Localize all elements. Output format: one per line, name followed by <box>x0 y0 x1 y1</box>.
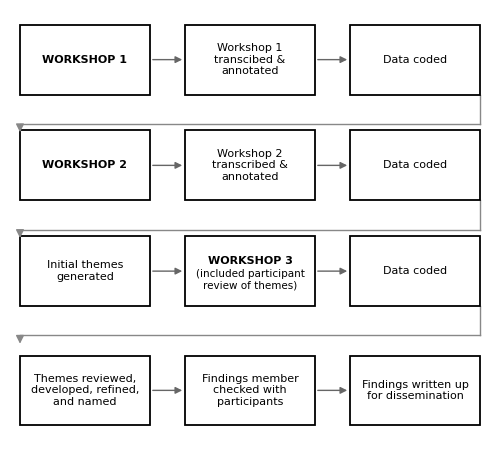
Text: WORKSHOP 1: WORKSHOP 1 <box>42 54 127 65</box>
FancyBboxPatch shape <box>350 130 480 200</box>
Text: Workshop 2
transcribed &
annotated: Workshop 2 transcribed & annotated <box>212 149 288 182</box>
Text: WORKSHOP 2: WORKSHOP 2 <box>42 160 127 171</box>
Text: (included participant
review of themes): (included participant review of themes) <box>196 269 304 291</box>
FancyBboxPatch shape <box>185 25 315 94</box>
FancyBboxPatch shape <box>350 25 480 94</box>
Text: Themes reviewed,
developed, refined,
and named: Themes reviewed, developed, refined, and… <box>31 374 139 407</box>
Text: Workshop 1
transcibed &
annotated: Workshop 1 transcibed & annotated <box>214 43 286 76</box>
FancyBboxPatch shape <box>20 236 150 306</box>
FancyBboxPatch shape <box>185 130 315 200</box>
Text: WORKSHOP 3: WORKSHOP 3 <box>208 256 292 266</box>
FancyBboxPatch shape <box>350 356 480 425</box>
Text: Data coded: Data coded <box>383 54 447 65</box>
Text: Data coded: Data coded <box>383 266 447 276</box>
FancyBboxPatch shape <box>20 130 150 200</box>
Text: Findings member
checked with
participants: Findings member checked with participant… <box>202 374 298 407</box>
Text: Findings written up
for dissemination: Findings written up for dissemination <box>362 380 469 401</box>
FancyBboxPatch shape <box>185 356 315 425</box>
Text: Data coded: Data coded <box>383 160 447 171</box>
FancyBboxPatch shape <box>185 236 315 306</box>
FancyBboxPatch shape <box>20 356 150 425</box>
FancyBboxPatch shape <box>20 25 150 94</box>
FancyBboxPatch shape <box>350 236 480 306</box>
Text: Initial themes
generated: Initial themes generated <box>47 260 123 282</box>
